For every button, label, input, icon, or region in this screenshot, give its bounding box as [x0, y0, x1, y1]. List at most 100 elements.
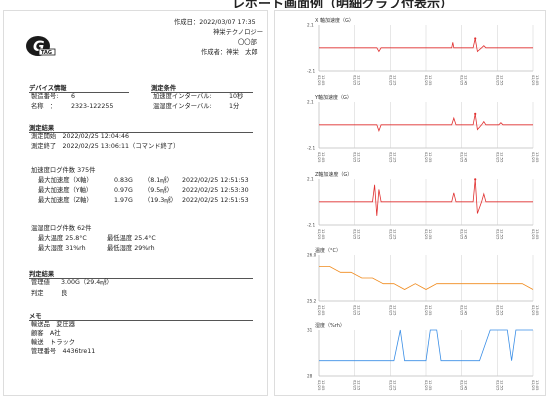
chart-svg: 02/25 12:05 02/25 12:15 02/25 12:25 02/25 12:35…: [307, 23, 539, 86]
temp-log-count: 温湿度ログ件数 62件: [31, 225, 92, 232]
chart-x-tick-label: 12:35: [428, 75, 432, 85]
chart-x-tick-label: 12:45: [464, 305, 468, 315]
chart-x-tick-label: 02/25: [460, 75, 464, 85]
chart-panel-5: 湿度（%rh） 02/25 12:05 02/25 12:15 02/25 12:25 02/…: [305, 322, 541, 394]
conditions-rule: [151, 92, 253, 93]
chart-x-tick-label: 12:45: [464, 152, 468, 162]
chart-x-tick-label: 02/25: [388, 152, 392, 162]
judge-title: 判定結果: [29, 271, 55, 278]
conditions-title: 測定条件: [151, 85, 177, 92]
accel-log-count: 加速度ログ件数 375件: [31, 167, 96, 174]
chart-series-line: [319, 38, 533, 53]
max-humidity: 最大湿度 31%rh: [38, 245, 86, 252]
chart-x-tick-label: 02/25: [460, 152, 464, 162]
chart-x-tick-label: 12:25: [392, 380, 396, 390]
chart-series-line: [319, 266, 534, 290]
chart-x-tick-label: 02/25: [531, 380, 535, 390]
device-rule: [29, 92, 129, 93]
max-accel-z-ts: 2022/02/25 12:51:53: [182, 197, 249, 204]
chart-x-tick-label: 12:35: [428, 380, 432, 390]
chart-x-tick-label: 02/25: [424, 380, 428, 390]
chart-title: Z軸加速度（G）: [315, 172, 353, 178]
chart-x-tick-label: 02/25: [317, 380, 321, 390]
device-info-title: デバイス情報: [29, 85, 67, 92]
chart-svg: 02/25 12:05 02/25 12:15 02/25 12:25 02/25 12:35…: [307, 177, 539, 240]
chart-x-tick-label: 02/25: [317, 152, 321, 162]
chart-series-line: [319, 329, 533, 362]
memo-line-2: 顧客 A社: [31, 330, 61, 337]
chart-y-tick-label: 31: [307, 328, 313, 333]
chart-x-tick-label: 12:35: [428, 152, 432, 162]
chart-x-tick-label: 12:25: [392, 152, 396, 162]
accel-interval-value: 10秒: [229, 93, 244, 100]
max-accel-y-ms: （9.5㎨）: [144, 187, 173, 194]
chart-x-tick-label: 13:05: [535, 75, 539, 85]
judge-result-label: 判定: [31, 290, 44, 297]
result-rule: [29, 132, 253, 133]
chart-x-tick-label: 12:05: [321, 75, 325, 85]
chart-x-tick-label: 12:15: [357, 75, 361, 85]
chart-y-tick-label: -2.1: [307, 69, 316, 74]
chart-x-tick-label: 02/25: [460, 380, 464, 390]
chart-x-tick-label: 02/25: [495, 229, 499, 239]
chart-x-tick-label: 02/25: [531, 305, 535, 315]
chart-x-tick-label: 02/25: [424, 305, 428, 315]
temp-interval-label: 温湿度インターバル:: [153, 103, 212, 110]
chart-y-tick-label: 25.2: [307, 299, 317, 304]
chart-x-tick-label: 02/25: [495, 75, 499, 85]
chart-x-tick-label: 02/25: [388, 305, 392, 315]
chart-y-tick-label: 2.1: [307, 100, 314, 105]
chart-x-tick-label: 13:05: [535, 305, 539, 315]
chart-x-tick-label: 02/25: [531, 152, 535, 162]
title-banner: レポート画面例（明細グラフ付表示）: [232, 0, 454, 8]
judge-value-label: 管理値: [31, 279, 50, 286]
temp-interval-value: 1分: [229, 103, 240, 110]
device-name-label: 名称 ：: [31, 103, 57, 110]
max-accel-y-g: 0.97G: [114, 187, 133, 194]
company-name: 神栄テクノロジー: [213, 29, 263, 36]
chart-y-tick-label: -2.1: [307, 223, 316, 228]
chart-x-tick-label: 02/25: [424, 229, 428, 239]
chart-title: X 軸加速度（G）: [315, 18, 354, 24]
chart-x-tick-label: 12:05: [321, 380, 325, 390]
judge-result: 良: [61, 290, 68, 297]
judge-value: 3.00G（29.4㎨）: [61, 279, 113, 286]
chart-x-tick-label: 12:05: [321, 229, 325, 239]
max-accel-y-ts: 2022/02/25 12:53:30: [182, 187, 249, 194]
chart-x-tick-label: 02/25: [353, 305, 357, 315]
chart-x-tick-label: 02/25: [424, 75, 428, 85]
chart-svg: 02/25 12:05 02/25 12:15 02/25 12:25 02/25 12:35…: [307, 328, 539, 391]
chart-x-tick-label: 02/25: [353, 152, 357, 162]
chart-title: 湿度（%rh）: [315, 323, 345, 329]
measure-end: 測定終了 2022/02/25 13:06:11（コマンド終了）: [31, 143, 180, 150]
chart-y-tick-label: 28: [307, 374, 313, 379]
max-accel-x-ts: 2022/02/25 12:51:53: [182, 177, 249, 184]
chart-x-tick-label: 02/25: [460, 305, 464, 315]
chart-x-tick-label: 12:15: [357, 305, 361, 315]
chart-x-tick-label: 12:35: [428, 305, 432, 315]
chart-x-tick-label: 12:55: [499, 152, 503, 162]
result-title: 測定結果: [29, 125, 55, 132]
chart-y-tick-label: 2.1: [307, 177, 314, 182]
chart-y-tick-label: 2.1: [307, 23, 314, 28]
chart-title: Y軸加速度（G）: [315, 95, 352, 101]
chart-x-tick-label: 02/25: [424, 152, 428, 162]
chart-x-tick-label: 02/25: [353, 229, 357, 239]
chart-x-tick-label: 12:15: [357, 229, 361, 239]
g-tag-logo: G TAG: [26, 36, 56, 56]
device-serial-value: 6: [71, 93, 76, 100]
accel-interval-label: 加速度インターバル:: [153, 93, 212, 100]
chart-max-point: [474, 112, 477, 115]
chart-x-tick-label: 12:35: [428, 229, 432, 239]
department: 〇〇部: [238, 39, 257, 46]
memo-line-4: 管理番号 4436tre11: [31, 348, 96, 355]
chart-x-tick-label: 12:45: [464, 75, 468, 85]
chart-x-tick-label: 13:05: [535, 229, 539, 239]
max-temp: 最大温度 25.8°C: [38, 235, 87, 242]
chart-svg: 02/25 12:05 02/25 12:15 02/25 12:25 02/25 12:35…: [307, 253, 539, 316]
chart-series-line: [319, 179, 533, 216]
report-page-left: G TAG 作成日：2022/03/07 17:35 神栄テクノロジー 〇〇部 …: [3, 10, 268, 396]
chart-x-tick-label: 02/25: [388, 75, 392, 85]
chart-x-tick-label: 12:55: [499, 75, 503, 85]
memo-rule: [29, 320, 253, 321]
